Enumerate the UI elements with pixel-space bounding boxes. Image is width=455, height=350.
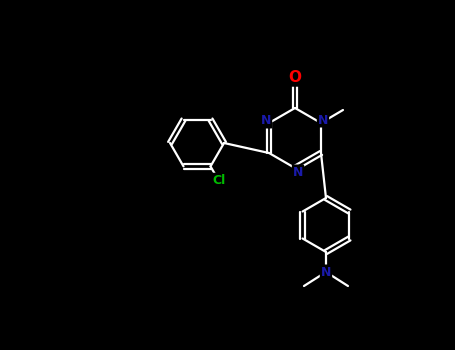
Text: Cl: Cl [212,174,225,187]
Text: N: N [321,266,331,279]
Text: N: N [318,113,328,126]
Text: N: N [293,166,303,178]
Text: N: N [261,114,271,127]
Text: O: O [288,70,302,85]
